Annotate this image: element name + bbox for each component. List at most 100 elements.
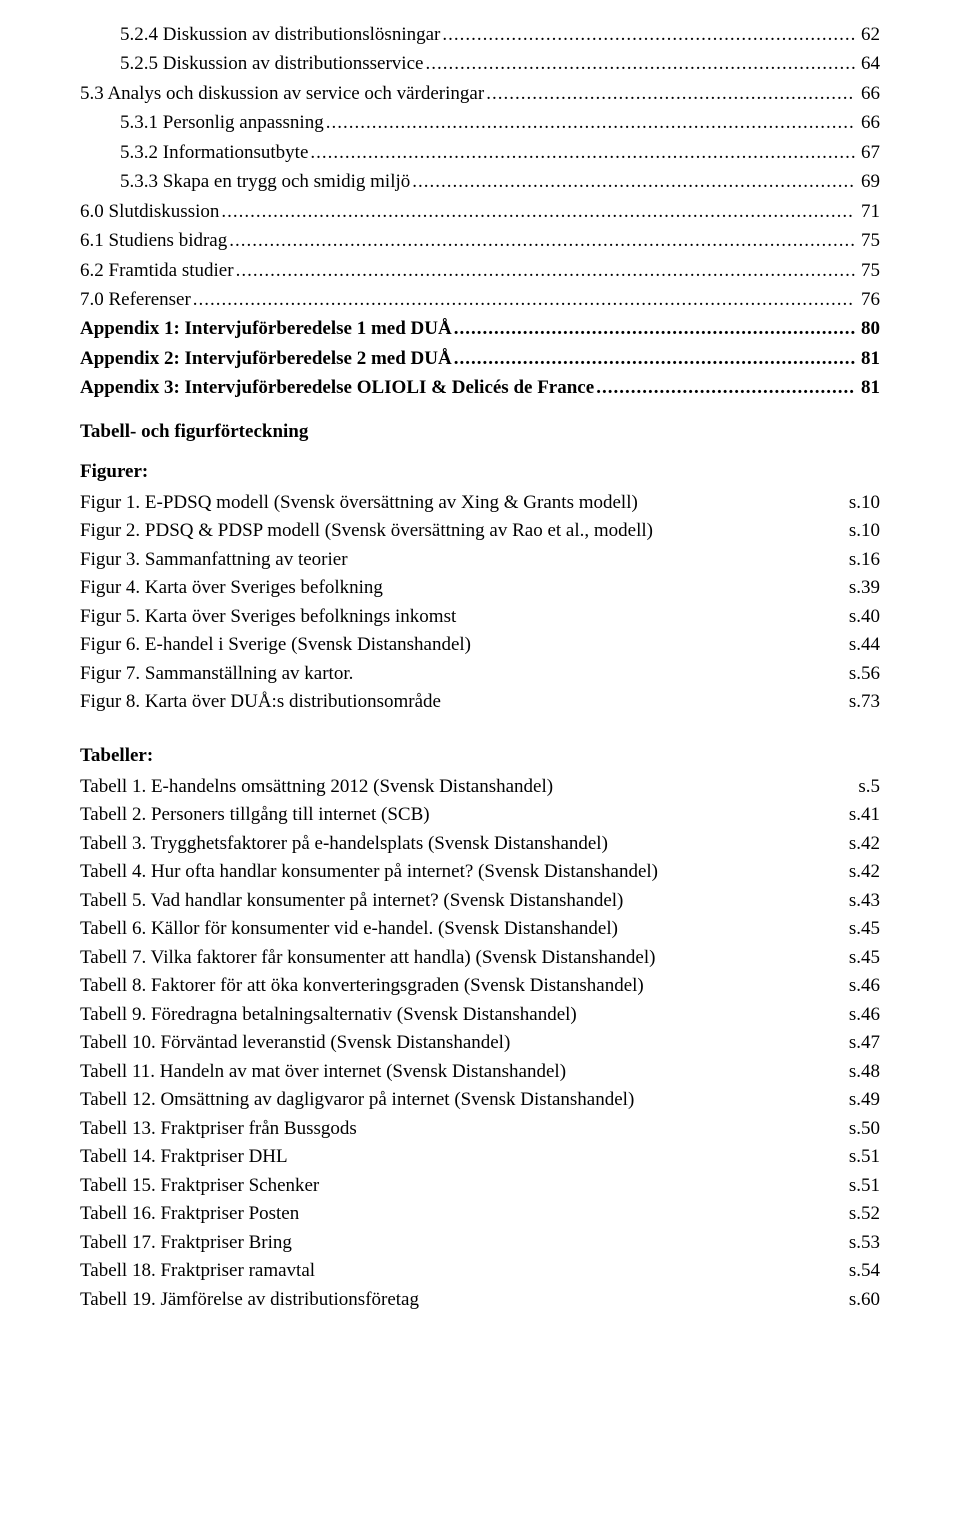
toc-title: 7.0 Referenser — [80, 285, 191, 314]
list-item: Tabell 9. Föredragna betalningsalternati… — [80, 1001, 880, 1030]
list-item-page: s.50 — [849, 1115, 880, 1144]
page-container: 5.2.4 Diskussion av distributionslösning… — [0, 0, 960, 1354]
list-item-label: Tabell 13. Fraktpriser från Bussgods — [80, 1115, 849, 1144]
toc-row: 7.0 Referenser76 — [80, 285, 880, 314]
toc-page: 66 — [857, 79, 880, 108]
toc-row: 6.2 Framtida studier 75 — [80, 256, 880, 285]
list-item-label: Tabell 18. Fraktpriser ramavtal — [80, 1257, 849, 1286]
list-item-page: s.48 — [849, 1058, 880, 1087]
toc-title: 6.1 Studiens bidrag — [80, 226, 227, 255]
list-item-page: s.45 — [849, 915, 880, 944]
list-item-page: s.46 — [849, 972, 880, 1001]
toc-page: 75 — [857, 226, 880, 255]
list-item: Figur 8. Karta över DUÅ:s distributionso… — [80, 688, 880, 717]
list-item-page: s.44 — [849, 631, 880, 660]
list-item-label: Figur 3. Sammanfattning av teorier — [80, 546, 849, 575]
list-item-label: Tabell 9. Föredragna betalningsalternati… — [80, 1001, 849, 1030]
list-item-label: Tabell 14. Fraktpriser DHL — [80, 1143, 849, 1172]
list-item: Tabell 6. Källor för konsumenter vid e-h… — [80, 915, 880, 944]
toc-page: 71 — [857, 197, 880, 226]
toc-leader — [486, 79, 855, 108]
toc-leader — [193, 285, 855, 314]
toc-title: 5.2.4 Diskussion av distributionslösning… — [120, 20, 440, 49]
list-item-label: Figur 6. E-handel i Sverige (Svensk Dist… — [80, 631, 849, 660]
list-item-label: Tabell 12. Omsättning av dagligvaror på … — [80, 1086, 849, 1115]
toc-title: 5.3.3 Skapa en trygg och smidig miljö — [120, 167, 410, 196]
toc-leader — [596, 373, 855, 402]
list-item-page: s.16 — [849, 546, 880, 575]
list-item-label: Tabell 6. Källor för konsumenter vid e-h… — [80, 915, 849, 944]
list-item: Tabell 10. Förväntad leveranstid (Svensk… — [80, 1029, 880, 1058]
list-item-page: s.42 — [849, 858, 880, 887]
toc-title: 5.3 Analys och diskussion av service och… — [80, 79, 484, 108]
list-item-page: s.54 — [849, 1257, 880, 1286]
list-item: Figur 1. E-PDSQ modell (Svensk översättn… — [80, 489, 880, 518]
list-item-page: s.43 — [849, 887, 880, 916]
toc-leader — [454, 344, 855, 373]
toc-leader — [442, 20, 855, 49]
list-item-label: Tabell 5. Vad handlar konsumenter på int… — [80, 887, 849, 916]
toc-page: 80 — [857, 314, 880, 343]
list-item-page: s.41 — [849, 801, 880, 830]
list-item-page: s.56 — [849, 660, 880, 689]
list-item-page: s.51 — [849, 1143, 880, 1172]
list-item-page: s.10 — [849, 517, 880, 546]
list-item-label: Figur 5. Karta över Sveriges befolknings… — [80, 603, 849, 632]
toc-row: 5.3.2 Informationsutbyte 67 — [80, 138, 880, 167]
toc-page: 81 — [857, 344, 880, 373]
toc-leader — [326, 108, 855, 137]
toc-title: 5.2.5 Diskussion av distributionsservice — [120, 49, 423, 78]
list-item-page: s.46 — [849, 1001, 880, 1030]
toc-leader — [412, 167, 855, 196]
toc-leader — [229, 226, 855, 255]
toc-title: Appendix 3: Intervjuförberedelse OLIOLI … — [80, 373, 594, 402]
toc-title: 6.2 Framtida studier — [80, 256, 234, 285]
list-item: Tabell 7. Vilka faktorer får konsumenter… — [80, 944, 880, 973]
list-item-page: s.39 — [849, 574, 880, 603]
list-item-page: s.10 — [849, 489, 880, 518]
list-item: Figur 2. PDSQ & PDSP modell (Svensk över… — [80, 517, 880, 546]
list-item: Tabell 16. Fraktpriser Postens.52 — [80, 1200, 880, 1229]
list-item: Figur 6. E-handel i Sverige (Svensk Dist… — [80, 631, 880, 660]
toc-leader — [236, 256, 855, 285]
tf-heading: Tabell- och figurförteckning — [80, 421, 880, 443]
list-item-label: Tabell 16. Fraktpriser Posten — [80, 1200, 849, 1229]
list-item-label: Figur 1. E-PDSQ modell (Svensk översättn… — [80, 489, 849, 518]
toc-page: 75 — [857, 256, 880, 285]
list-item-page: s.49 — [849, 1086, 880, 1115]
toc-leader — [310, 138, 855, 167]
toc-page: 67 — [857, 138, 880, 167]
list-item: Tabell 14. Fraktpriser DHLs.51 — [80, 1143, 880, 1172]
tables-heading: Tabeller: — [80, 745, 880, 767]
list-item-label: Figur 8. Karta över DUÅ:s distributionso… — [80, 688, 849, 717]
list-item-label: Tabell 3. Trygghetsfaktorer på e-handels… — [80, 830, 849, 859]
list-item: Figur 5. Karta över Sveriges befolknings… — [80, 603, 880, 632]
toc-title: 5.3.2 Informationsutbyte — [120, 138, 308, 167]
toc-title: Appendix 1: Intervjuförberedelse 1 med D… — [80, 314, 452, 343]
list-item-page: s.47 — [849, 1029, 880, 1058]
list-item: Tabell 18. Fraktpriser ramavtals.54 — [80, 1257, 880, 1286]
list-item: Figur 4. Karta över Sveriges befolknings… — [80, 574, 880, 603]
figures-heading: Figurer: — [80, 461, 880, 483]
list-item-label: Tabell 15. Fraktpriser Schenker — [80, 1172, 849, 1201]
toc-row: 5.2.4 Diskussion av distributionslösning… — [80, 20, 880, 49]
toc-leader — [221, 197, 855, 226]
toc-page: 69 — [857, 167, 880, 196]
toc-section: 5.2.4 Diskussion av distributionslösning… — [80, 20, 880, 403]
toc-row: 6.0 Slutdiskussion 71 — [80, 197, 880, 226]
list-item-page: s.5 — [858, 773, 880, 802]
list-item: Tabell 8. Faktorer för att öka konverter… — [80, 972, 880, 1001]
list-item-page: s.40 — [849, 603, 880, 632]
list-item: Tabell 2. Personers tillgång till intern… — [80, 801, 880, 830]
toc-page: 66 — [857, 108, 880, 137]
list-item-label: Tabell 11. Handeln av mat över internet … — [80, 1058, 849, 1087]
toc-row: 6.1 Studiens bidrag 75 — [80, 226, 880, 255]
list-item-label: Tabell 8. Faktorer för att öka konverter… — [80, 972, 849, 1001]
list-item-page: s.52 — [849, 1200, 880, 1229]
toc-title: 6.0 Slutdiskussion — [80, 197, 219, 226]
toc-row: 5.3.1 Personlig anpassning66 — [80, 108, 880, 137]
list-item: Figur 7. Sammanställning av kartor.s.56 — [80, 660, 880, 689]
list-item: Tabell 1. E-handelns omsättning 2012 (Sv… — [80, 773, 880, 802]
toc-page: 64 — [857, 49, 880, 78]
list-item-label: Tabell 7. Vilka faktorer får konsumenter… — [80, 944, 849, 973]
